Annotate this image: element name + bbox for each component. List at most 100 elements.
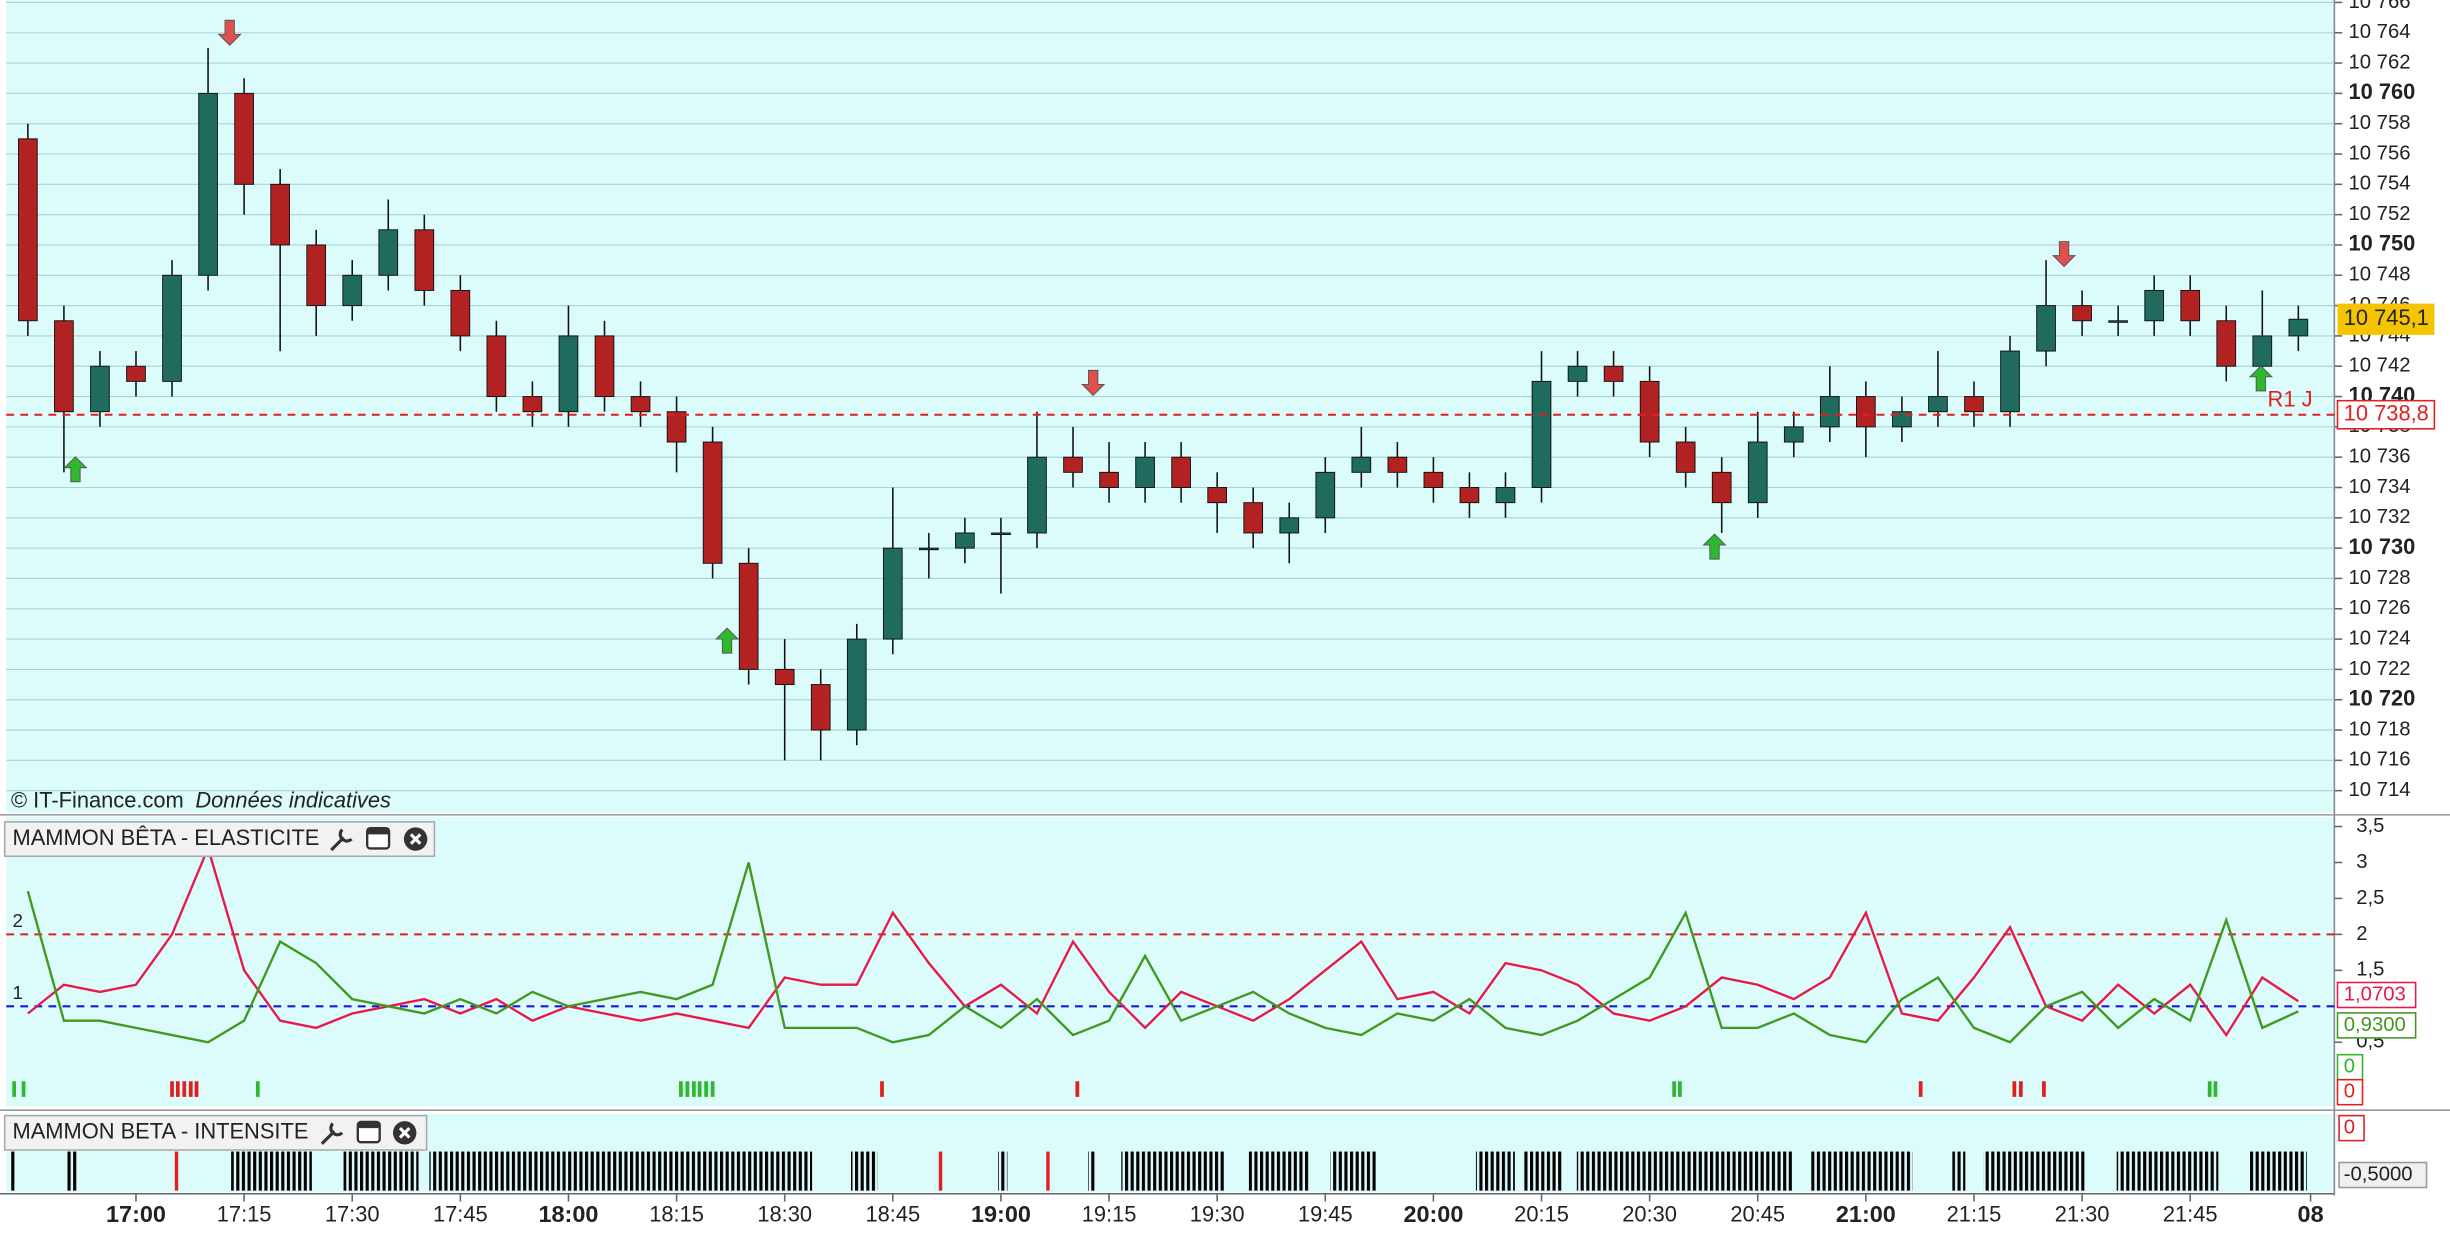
window-icon[interactable] [356, 1120, 381, 1144]
signal-value-box [2336, 1053, 2364, 1081]
indicator-line [26, 862, 2299, 1044]
settings-icon[interactable] [330, 828, 353, 852]
last-value-label: 1,0703 [2344, 983, 2406, 1005]
signal-tick [2042, 1081, 2046, 1097]
x-tick-label: 17:15 [217, 1201, 272, 1226]
signal-tick [1678, 1081, 1682, 1097]
candle-body [450, 289, 471, 337]
y-tick-label: 10 762 [2348, 51, 2410, 73]
panel-header [3, 821, 436, 858]
intensity-bars [1248, 1151, 1309, 1191]
buy-arrow [63, 456, 88, 483]
intensity-bars [2249, 1151, 2307, 1191]
candle-body [1675, 441, 1696, 473]
x-tick-label: 18:15 [649, 1201, 704, 1226]
candle-body [774, 668, 795, 686]
intensity-bars [231, 1151, 312, 1191]
close-icon[interactable] [403, 827, 428, 851]
candle-body [1243, 502, 1264, 534]
y-tick-label: -0,5000 [2344, 1163, 2413, 1185]
candle-body [18, 138, 38, 322]
candle-body [558, 335, 579, 413]
candle-body [1495, 487, 1516, 504]
signal-tick [2018, 1081, 2023, 1097]
intensity-bars [1475, 1151, 1515, 1191]
intensity-bars [1811, 1151, 1913, 1191]
x-tick-label: 18:45 [865, 1201, 920, 1226]
candle-body [738, 562, 759, 670]
y-tick-label: 10 760 [2348, 79, 2415, 104]
candle-body [1603, 365, 1624, 382]
x-tick-label: 18:30 [757, 1201, 812, 1226]
y-tick-label: 10 736 [2348, 446, 2410, 468]
x-tick-label: 19:00 [971, 1201, 1031, 1227]
signal-tick [685, 1081, 690, 1097]
candle-body [1711, 471, 1732, 504]
candle-body [1928, 396, 1948, 413]
candle-body [1567, 365, 1588, 382]
signal-tick [697, 1081, 702, 1097]
candle-body [2288, 318, 2309, 337]
candle-body [1315, 471, 1336, 519]
candle-body [882, 547, 903, 640]
y-tick-label: 10 732 [2348, 506, 2410, 528]
candle-body [846, 638, 867, 731]
intensity-bars [429, 1151, 813, 1191]
candle-body [2144, 289, 2165, 322]
x-tick-label: 21:30 [2055, 1201, 2110, 1226]
watermark: © IT-Finance.com [11, 787, 184, 812]
last-value-box [2336, 1012, 2417, 1039]
close-icon[interactable] [392, 1121, 417, 1145]
last-value-label: 0,9300 [2344, 1014, 2406, 1036]
candle-body [1171, 456, 1191, 488]
candle-body [630, 396, 651, 413]
signal-tick [1918, 1081, 1923, 1097]
candle-body [1783, 426, 1804, 443]
candle-body [955, 532, 975, 549]
y-tick-label: 10 734 [2348, 476, 2410, 498]
x-tick-label: 08 [2298, 1201, 2324, 1227]
signal-tick [679, 1081, 683, 1097]
candle-body [2252, 335, 2273, 367]
intensity-bars [851, 1151, 878, 1191]
panel-title: MAMMON BETA - INTENSITE [13, 1119, 309, 1144]
intensity-bars [343, 1151, 419, 1191]
last-price-label: 10 745,1 [2344, 305, 2429, 330]
note: Données indicatives [195, 787, 391, 812]
candle-body [1207, 487, 1228, 504]
last-price-box [2337, 303, 2435, 335]
y-tick-label: 10 752 [2348, 203, 2410, 225]
signal-tick [2012, 1081, 2017, 1097]
candle-body [2108, 320, 2128, 323]
buy-arrow [1702, 533, 1727, 560]
intensity-red-bar [1046, 1151, 1050, 1191]
y-tick-label: 10 756 [2348, 142, 2410, 164]
candle-body [1531, 380, 1552, 488]
x-tick-label: 20:15 [1514, 1201, 1569, 1226]
y-tick-label: 10 766 [2348, 0, 2410, 13]
intensity-bars [998, 1151, 1008, 1191]
signal-tick [704, 1081, 709, 1097]
intensity-bars [67, 1151, 79, 1191]
signal-value-label: 0 [2344, 1081, 2355, 1103]
y-tick-label: 2,5 [2356, 887, 2384, 909]
y-tick-label: 10 742 [2348, 355, 2410, 377]
y-tick-label: 10 722 [2348, 658, 2410, 680]
sell-arrow [2052, 241, 2077, 268]
sell-arrow [217, 19, 242, 46]
y-tick-label: 10 718 [2348, 718, 2410, 740]
intensity-red-bar [938, 1151, 943, 1191]
intensity-red-bar [174, 1151, 179, 1191]
x-tick-label: 18:00 [539, 1201, 599, 1227]
settings-icon[interactable] [320, 1122, 344, 1145]
window-icon[interactable] [366, 826, 391, 850]
y-tick-label: 10 748 [2348, 264, 2410, 286]
y-tick-label: 10 750 [2348, 231, 2415, 256]
candle-body [2036, 305, 2056, 352]
candle-body [1279, 517, 1300, 534]
candle-body [1135, 456, 1155, 488]
intensity-bars [2116, 1151, 2219, 1191]
x-tick-label: 17:00 [106, 1201, 166, 1227]
